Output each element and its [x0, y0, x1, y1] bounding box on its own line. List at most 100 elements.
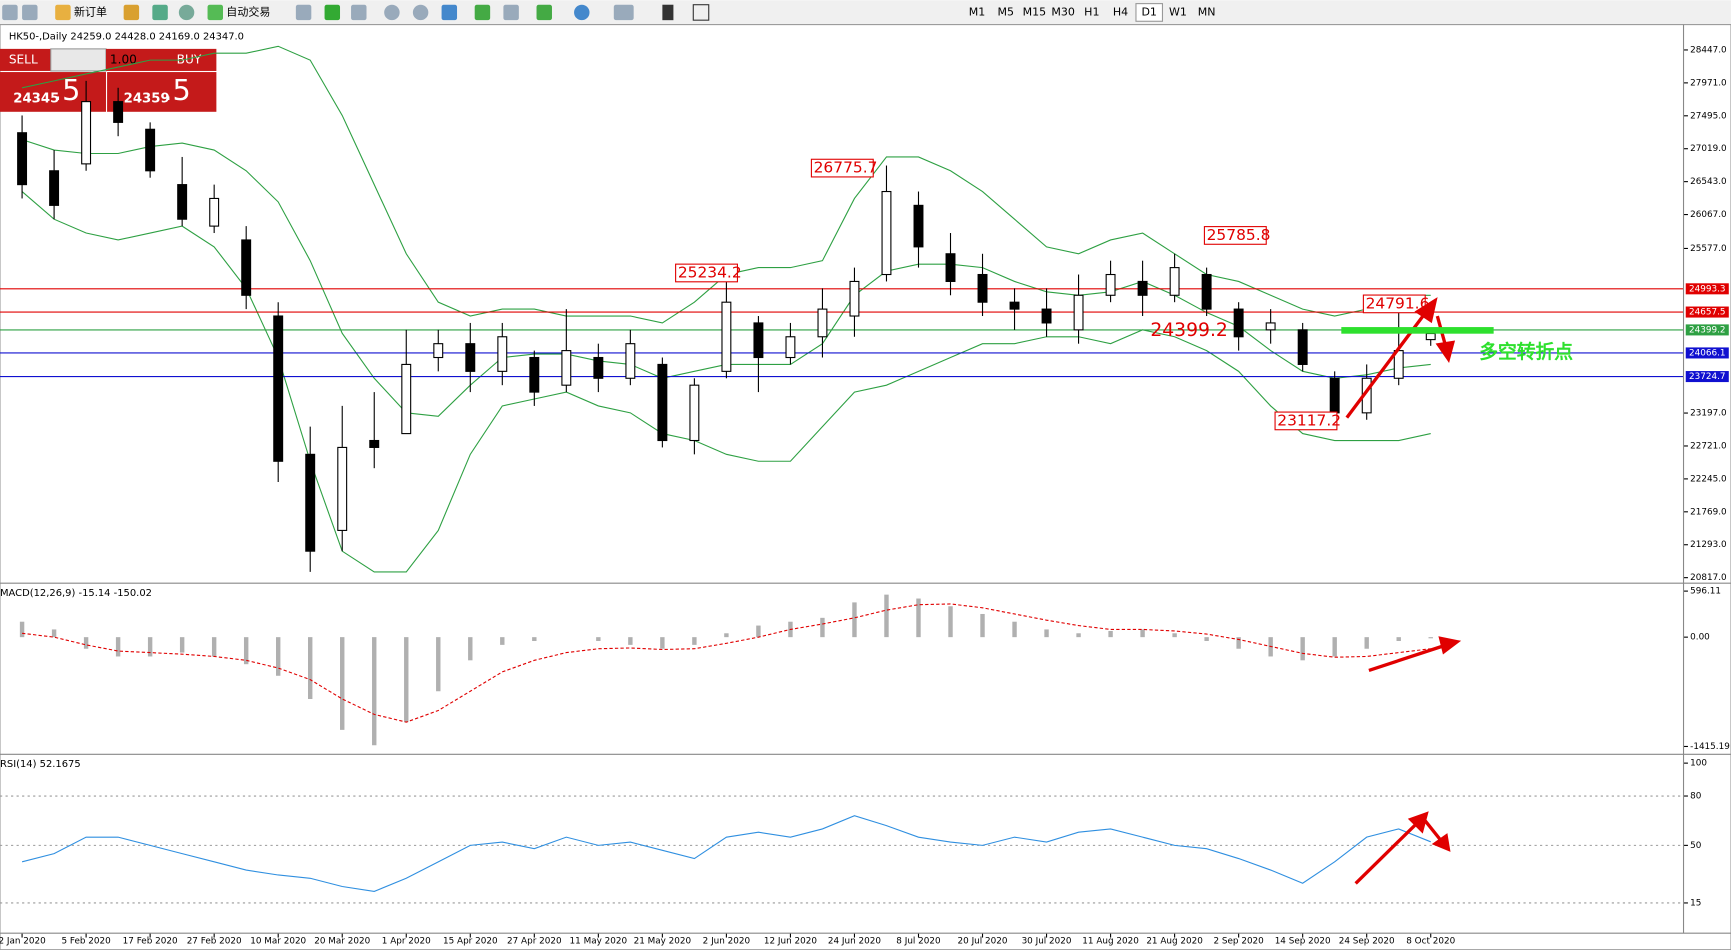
candle-body — [785, 336, 796, 359]
candle-body — [1201, 273, 1212, 310]
candle-body — [1009, 301, 1020, 310]
candle-body — [1425, 332, 1436, 341]
x-tick-label: 21 Aug 2020 — [1146, 936, 1203, 946]
annotation-box — [810, 158, 874, 178]
candle-body — [849, 280, 860, 317]
y-tick-label: 23197.0 — [1690, 409, 1727, 419]
annotation-box — [1203, 226, 1267, 245]
candle-body — [1137, 280, 1148, 296]
candle-body — [113, 101, 124, 123]
auto-trading-button[interactable]: 自动交易 — [226, 4, 270, 18]
x-tick-label: 12 Jun 2020 — [764, 936, 817, 946]
candle-body — [561, 350, 572, 386]
y-tick-label: 26543.0 — [1690, 177, 1727, 187]
y-tick-label: 596.11 — [1690, 587, 1721, 597]
chart-title: HK50-,Daily 24259.0 24428.0 24169.0 2434… — [9, 32, 244, 43]
timeframe-button[interactable]: M30 — [1051, 5, 1075, 18]
candle-body — [625, 343, 636, 379]
pane-title: MACD(12,26,9) -15.14 -150.02 — [0, 588, 152, 599]
price-tag — [1685, 347, 1729, 359]
candle-body — [177, 184, 188, 220]
y-tick-label: 27971.0 — [1690, 78, 1727, 88]
price-tag — [1685, 371, 1729, 383]
timeframe-button[interactable]: M15 — [1023, 5, 1047, 18]
x-tick-label: 1 Apr 2020 — [382, 936, 431, 946]
candle-body — [1105, 273, 1116, 296]
bid-main: 24345 — [13, 92, 59, 107]
x-tick-label: 20 Jul 2020 — [958, 936, 1008, 946]
x-tick-label: 11 Aug 2020 — [1082, 936, 1139, 946]
y-tick-label: 20817.0 — [1690, 573, 1727, 583]
buy-label: BUY — [177, 52, 202, 66]
x-tick-label: 2 Jun 2020 — [703, 936, 751, 946]
price-tag-label: 24993.3 — [1689, 284, 1726, 294]
y-tick-label: 22245.0 — [1690, 474, 1727, 484]
y-tick-label: 27019.0 — [1690, 144, 1727, 154]
ask-box[interactable] — [107, 72, 217, 112]
timeframe-button[interactable]: H4 — [1113, 5, 1128, 18]
candle-body — [241, 239, 252, 296]
timeframe-button[interactable]: W1 — [1169, 5, 1187, 18]
timeframe-button[interactable]: MN — [1198, 5, 1216, 18]
candle-body — [1329, 377, 1340, 414]
annotation-note: 多空转折点 — [1479, 340, 1573, 363]
timeframe-button[interactable]: M5 — [997, 5, 1014, 18]
timeframe-button[interactable]: M1 — [969, 5, 986, 18]
candle-body — [529, 356, 540, 393]
ask-main: 24359 — [124, 92, 170, 107]
x-tick-label: 11 May 2020 — [570, 936, 628, 946]
candle-body — [1297, 329, 1308, 365]
plot-area: 28447.0 27971.0 27495.0 27019.0 26543.0 26067… — [0, 45, 1730, 946]
x-tick-label: 8 Oct 2020 — [1406, 936, 1455, 946]
candle-body — [305, 453, 316, 552]
candle-body — [977, 273, 988, 303]
sell-button[interactable] — [0, 48, 51, 71]
candle-body — [753, 322, 764, 359]
x-tick-label: 27 Apr 2020 — [507, 936, 562, 946]
timeframe-button[interactable]: H1 — [1084, 5, 1099, 18]
annotation-box — [1362, 294, 1426, 314]
candle-body — [1233, 308, 1244, 338]
rsi-line — [21, 815, 1431, 893]
pane-title: RSI(14) 52.1675 — [0, 759, 81, 770]
x-tick-label: 2 Sep 2020 — [1213, 936, 1264, 946]
x-tick-label: 14 Sep 2020 — [1275, 936, 1331, 946]
annotation: 25785.8 — [1207, 226, 1271, 244]
x-tick-label: 17 Feb 2020 — [123, 936, 178, 946]
y-tick-label: 26067.0 — [1690, 210, 1727, 220]
annotation-box — [1274, 411, 1338, 431]
candle-body — [497, 336, 508, 372]
y-tick-label: 21293.0 — [1690, 540, 1727, 550]
toolbar — [0, 0, 1731, 25]
x-tick-label: 30 Jul 2020 — [1022, 936, 1072, 946]
y-tick-label: 25577.0 — [1690, 244, 1727, 254]
candle-body — [209, 197, 220, 227]
lots-box[interactable] — [50, 48, 107, 72]
candle-body — [913, 204, 924, 248]
active-timeframe — [1135, 3, 1164, 22]
candle-body — [817, 308, 828, 338]
x-tick-label: 24 Sep 2020 — [1339, 936, 1395, 946]
y-tick-label: 100 — [1690, 759, 1707, 769]
timeframe-button[interactable]: D1 — [1141, 5, 1156, 18]
price-tag-label: 24657.5 — [1689, 308, 1726, 318]
candle-body — [945, 253, 956, 282]
annotation-box — [675, 263, 738, 283]
x-tick-label: 20 Mar 2020 — [314, 936, 370, 946]
price-tag — [1685, 283, 1729, 295]
candle-body — [465, 343, 476, 372]
candle-body — [337, 446, 348, 531]
x-tick-label: 2 Jan 2020 — [0, 936, 46, 946]
sell-label: SELL — [9, 52, 38, 66]
new-order-button[interactable]: 新订单 — [74, 4, 107, 18]
annotation: 24791.6 — [1366, 294, 1430, 312]
price-tag — [1685, 324, 1729, 336]
x-tick-label: 15 Apr 2020 — [443, 936, 498, 946]
candle-body — [1265, 322, 1276, 331]
y-tick-label: 50 — [1690, 841, 1702, 851]
candle-body — [273, 315, 284, 462]
x-tick-label: 10 Mar 2020 — [250, 936, 306, 946]
y-tick-label: 21769.0 — [1690, 507, 1727, 517]
